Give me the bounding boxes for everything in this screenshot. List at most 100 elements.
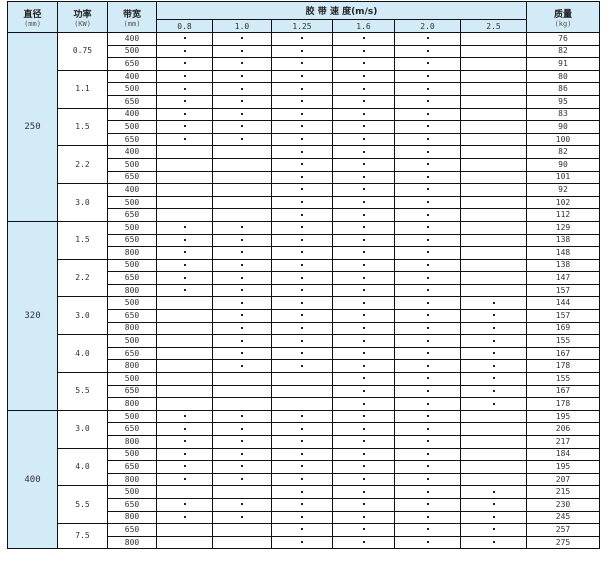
available-dot-icon (362, 75, 365, 78)
speed-cell-3 (332, 246, 395, 260)
available-dot-icon (301, 289, 303, 292)
speed-cell-5 (460, 334, 527, 348)
speed-cell-2 (271, 246, 333, 260)
speed-cell-3 (332, 397, 395, 411)
speed-cell-4 (394, 69, 461, 84)
weight-cell: 245 (526, 510, 600, 525)
available-dot-icon (183, 226, 186, 229)
speed-cell-5 (460, 523, 527, 537)
width-cell: 650 (107, 523, 157, 537)
table-row: 3.0 400 92 (8, 183, 600, 222)
speed-cell-3 (332, 359, 395, 374)
width-cell: 800 (107, 435, 157, 449)
speed-cell-2 (271, 472, 333, 487)
available-dot-icon (492, 377, 495, 380)
available-dot-icon (426, 201, 429, 204)
speed-cell-3 (332, 485, 395, 499)
available-dot-icon (362, 150, 365, 153)
available-dot-icon (301, 276, 303, 279)
speed-cell-2 (271, 523, 333, 537)
speed-cell-1 (212, 535, 272, 550)
weight-cell: 167 (526, 384, 600, 399)
speed-cell-4 (394, 57, 461, 71)
table-row: 650 138 (8, 233, 600, 248)
weight-cell: 215 (526, 485, 600, 499)
available-dot-icon (241, 314, 243, 317)
available-dot-icon (301, 339, 303, 342)
speed-cell-5 (460, 435, 527, 449)
speed-cell-5 (460, 359, 527, 374)
weight-cell: 80 (526, 69, 600, 84)
speed-cell-1 (212, 283, 272, 298)
available-dot-icon (362, 49, 365, 52)
speed-cell-5 (460, 346, 527, 361)
table-row: 5.5 500 155 (8, 372, 600, 411)
width-cell: 500 (107, 157, 157, 172)
speed-cell-0 (156, 472, 213, 487)
speed-cell-5 (460, 233, 527, 248)
available-dot-icon (301, 515, 303, 518)
available-dot-icon (426, 389, 429, 392)
available-dot-icon (426, 352, 429, 355)
speed-cell-5 (460, 94, 527, 109)
speed-cell-2 (271, 94, 333, 109)
speed-cell-4 (394, 523, 461, 537)
speed-cell-4 (394, 472, 461, 487)
speed-cell-4 (394, 409, 461, 424)
table-body: 250 0.75 400 76 500 82 650 91 1.1 400 80 500 86 650 95… (7, 32, 600, 550)
available-dot-icon (301, 541, 303, 544)
speed-cell-4 (394, 132, 461, 147)
speed-cell-2 (271, 208, 333, 222)
power-cell: 1.1 (57, 69, 108, 109)
speed-cell-5 (460, 485, 527, 499)
speed-cell-0 (156, 132, 213, 147)
available-dot-icon (492, 326, 495, 329)
width-cell: 500 (107, 334, 157, 348)
available-dot-icon (362, 515, 365, 518)
power-cell: 0.75 (57, 32, 108, 71)
speed-cell-5 (460, 422, 527, 436)
table-row: 3.0 500 144 (8, 296, 600, 336)
speed-cell-0 (156, 233, 213, 248)
available-dot-icon (183, 427, 186, 430)
speed-cell-0 (156, 535, 213, 550)
speed-cell-0 (156, 145, 213, 159)
available-dot-icon (301, 465, 303, 468)
table-row: 650 101 (8, 170, 600, 185)
available-dot-icon (241, 37, 243, 40)
width-cell: 650 (107, 384, 157, 399)
speed-cell-2 (271, 321, 333, 336)
speed-cell-4 (394, 321, 461, 336)
available-dot-icon (241, 75, 243, 78)
speed-cell-1 (212, 472, 272, 487)
available-dot-icon (362, 339, 365, 342)
speed-cell-3 (332, 309, 395, 323)
weight-cell: 157 (526, 283, 600, 298)
speed-cell-5 (460, 447, 527, 462)
weight-cell: 129 (526, 220, 600, 235)
available-dot-icon (241, 125, 243, 128)
speed-cell-5 (460, 372, 527, 386)
available-dot-icon (183, 452, 186, 455)
speed-cell-3 (332, 220, 395, 235)
speed-cell-2 (271, 82, 333, 96)
speed-cell-3 (332, 447, 395, 462)
speed-cell-0 (156, 82, 213, 96)
available-dot-icon (492, 490, 495, 493)
speed-cell-3 (332, 132, 395, 147)
available-dot-icon (362, 440, 365, 443)
available-dot-icon (362, 289, 365, 292)
speed-cell-0 (156, 384, 213, 399)
width-cell: 500 (107, 258, 157, 273)
width-cell: 650 (107, 271, 157, 285)
table-row: 650 95 (8, 94, 600, 109)
speed-cell-1 (212, 69, 272, 84)
available-dot-icon (426, 138, 429, 141)
speed-cell-2 (271, 397, 333, 411)
speed-cell-5 (460, 170, 527, 185)
available-dot-icon (301, 427, 303, 430)
available-dot-icon (241, 87, 243, 90)
speed-cell-2 (271, 346, 333, 361)
table-row: 1.5 400 83 (8, 107, 600, 147)
speed-cell-4 (394, 246, 461, 260)
